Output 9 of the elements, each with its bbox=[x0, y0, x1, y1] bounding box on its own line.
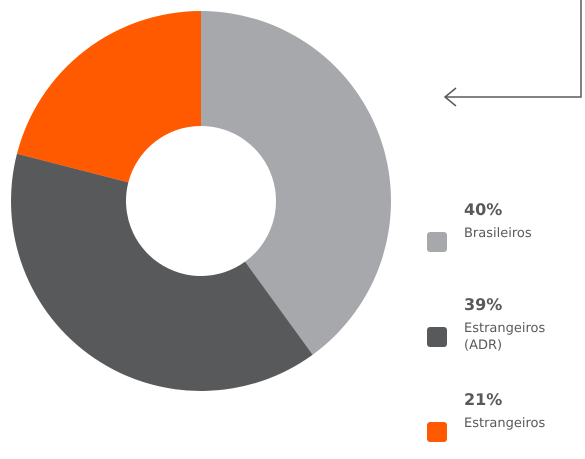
legend-label: Brasileiros bbox=[464, 226, 532, 241]
data-label: 21% bbox=[464, 390, 502, 409]
donut-slice bbox=[201, 11, 391, 355]
data-label: 39% bbox=[464, 295, 502, 314]
data-label: 40% bbox=[464, 200, 502, 219]
legend-label: Estrangeiros bbox=[464, 416, 546, 431]
legend-label: Estrangeiros (ADR) bbox=[464, 321, 546, 353]
donut-slice bbox=[16, 11, 201, 182]
donut-slice bbox=[11, 154, 313, 391]
